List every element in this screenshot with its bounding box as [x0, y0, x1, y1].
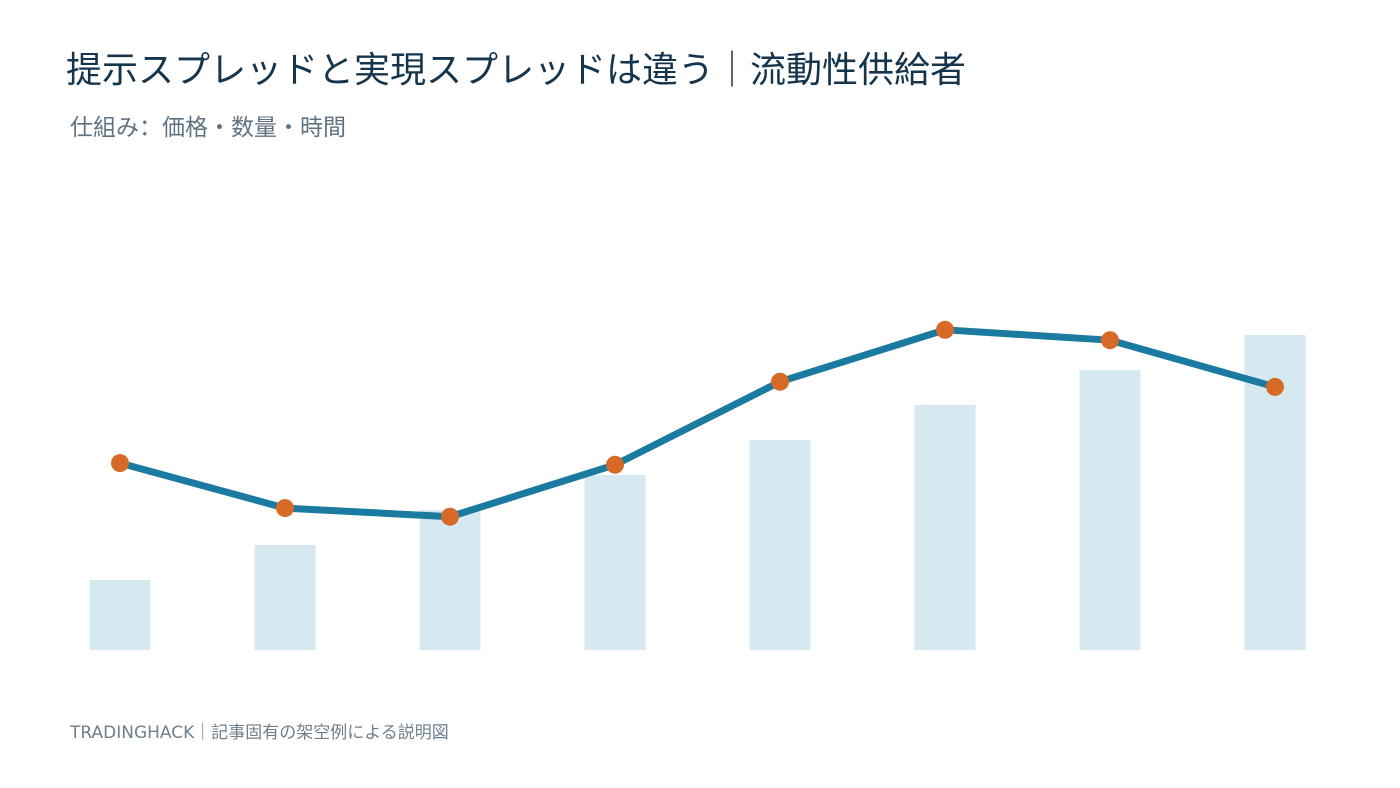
line-series: [116, 326, 1279, 521]
bar-6: [914, 405, 976, 650]
line-path: [116, 326, 1279, 521]
line-markers: [111, 320, 1284, 526]
line-point-7: [1101, 331, 1119, 350]
line-point-3: [441, 507, 459, 526]
bar-series: [89, 335, 1306, 650]
bar-3: [419, 510, 481, 650]
chart-title: 提示スプレッドと実現スプレッドは違う｜流動性供給者: [66, 50, 967, 91]
line-point-8: [1266, 377, 1284, 396]
source-note: TRADINGHACK｜記事固有の架空例による説明図: [70, 723, 449, 743]
line-point-4: [606, 455, 624, 474]
bar-7: [1079, 370, 1141, 650]
line-point-6: [936, 320, 954, 339]
line-point-5: [771, 372, 789, 391]
bar-2: [254, 545, 316, 650]
bar-1: [89, 580, 151, 650]
chart-subtitle: 仕組み：価格・数量・時間: [70, 115, 346, 141]
bar-5: [749, 440, 811, 650]
line-point-2: [276, 499, 294, 518]
line-point-1: [111, 454, 129, 473]
bar-4: [584, 475, 646, 650]
